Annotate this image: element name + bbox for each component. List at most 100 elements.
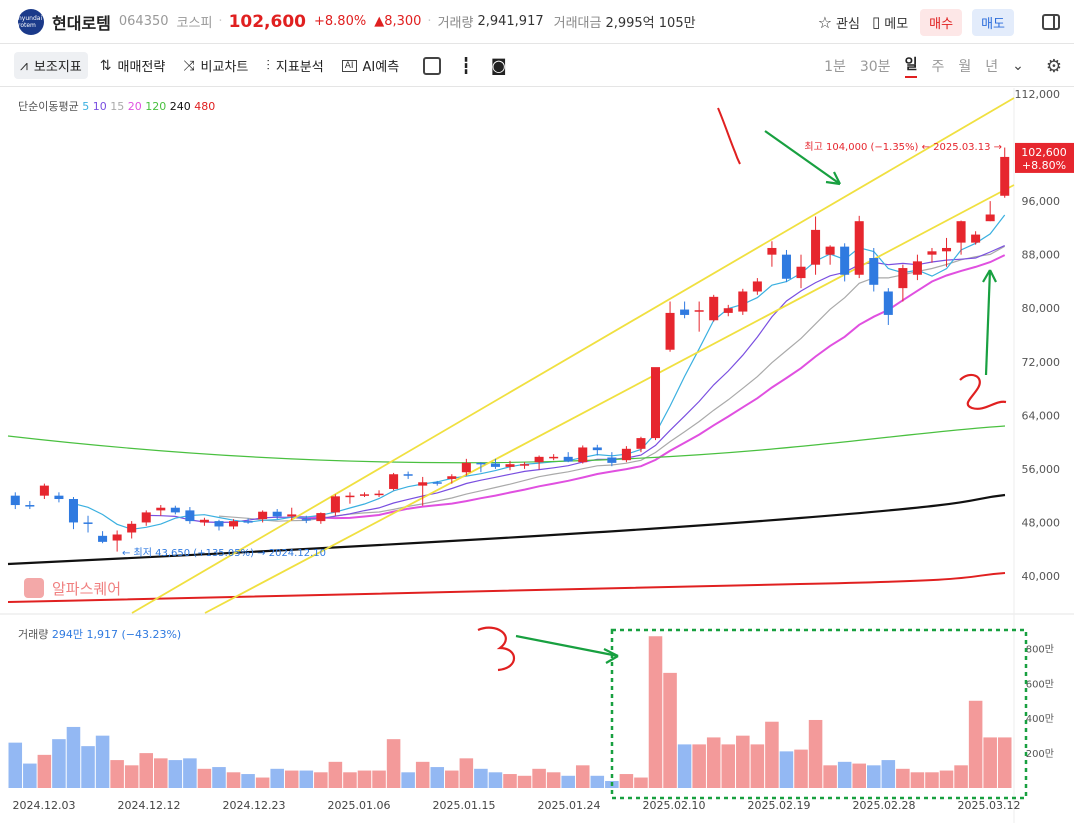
candle-body (345, 495, 355, 498)
separator-dot: · (427, 14, 432, 29)
candle-body (258, 511, 268, 520)
period-30min[interactable]: 30분 (859, 59, 891, 75)
volume-bar (124, 765, 139, 788)
x-tick-label: 2025.02.28 (853, 799, 916, 812)
volume-bar (299, 770, 314, 788)
volume-bar (154, 758, 168, 788)
volume-bar (328, 761, 343, 788)
x-tick-label: 2025.01.24 (538, 799, 601, 812)
candle-body (825, 246, 835, 255)
arrow-green-3 (515, 634, 619, 658)
watermark: 알파스퀘어 (52, 580, 121, 598)
candle-body (563, 456, 573, 462)
candle-body (112, 534, 122, 541)
buy-button[interactable]: 매수 (920, 8, 963, 36)
square-tool-icon[interactable] (423, 56, 442, 75)
price-chart[interactable]: 112,000104,00096,00088,00080,00072,00064… (0, 88, 1074, 823)
period-month[interactable]: 월 (958, 59, 972, 75)
volume-bar (255, 777, 270, 788)
volume-bar (823, 765, 837, 788)
candle-body (956, 221, 966, 243)
candle-body (840, 246, 850, 275)
candle-body (752, 281, 762, 292)
high-annotation: 최고 104,000 (−1.35%) ← 2025.03.13 → (804, 141, 1002, 153)
logo-text: hyundai rotem (18, 14, 43, 29)
candle-body (229, 521, 239, 527)
indicator-button[interactable]: ⩘ 보조지표 (14, 52, 88, 79)
camera-icon[interactable]: ◙ (490, 56, 507, 75)
ma10-line (146, 245, 1005, 524)
arrow-head-1 (825, 171, 841, 186)
y-tick-label: 72,000 (1022, 356, 1061, 369)
candle-body (39, 485, 49, 496)
x-tick-label: 2024.12.12 (118, 799, 181, 812)
volume-bar (241, 774, 255, 788)
candle-type-icon[interactable]: ┇ (461, 56, 471, 75)
side-panel-icon[interactable] (1042, 14, 1060, 30)
volume-bar (634, 777, 648, 788)
period-day[interactable]: 일 (904, 54, 918, 78)
volume-bar (939, 770, 954, 788)
volume-bar (459, 758, 474, 788)
volume-bar (386, 739, 401, 788)
volume-bar (139, 753, 154, 788)
period-year[interactable]: 년 (985, 59, 999, 75)
volume-bar (619, 774, 634, 788)
strategy-icon: ⇅ (99, 57, 112, 74)
volume-bar (866, 765, 881, 788)
volume-bar (430, 767, 445, 788)
handwritten-mark-1 (717, 107, 741, 165)
candle-body (883, 291, 893, 315)
ma5-line (73, 214, 1006, 530)
gear-icon[interactable]: ⚙ (1045, 55, 1062, 77)
volume-bar (546, 772, 561, 788)
period-selector: 1분 30분 일 주 월 년 ⌄ ⚙ (810, 45, 1074, 87)
candle-body (621, 448, 631, 461)
candle-body (374, 493, 384, 496)
favorite-button[interactable]: ☆ 관심 (818, 13, 860, 32)
arrow-head-3 (603, 648, 619, 664)
ai-chip-icon: AI (341, 59, 357, 72)
strategy-button[interactable]: ⇅ 매매전략 (94, 52, 172, 79)
memo-button[interactable]: ▯ 메모 (872, 13, 908, 32)
volume-bar (66, 726, 81, 788)
candle-body (680, 309, 690, 315)
change-pct: +8.80% (314, 14, 367, 29)
volume-bar (37, 754, 52, 788)
candle-body (156, 507, 166, 511)
candle-body (447, 476, 457, 479)
volume-bar (561, 775, 575, 788)
candle-body (709, 296, 719, 321)
volume-bar (575, 765, 590, 788)
y-tick-label: 88,000 (1022, 249, 1061, 262)
ma20-line (291, 254, 1006, 520)
sell-button[interactable]: 매도 (972, 8, 1014, 36)
volume-bar (401, 772, 415, 788)
chevron-down-icon[interactable]: ⌄ (1012, 58, 1024, 74)
candle-body (796, 266, 806, 279)
candle-body (68, 499, 78, 523)
volume-bar (474, 768, 488, 788)
ai-predict-button[interactable]: AI AI예측 (336, 52, 405, 79)
analysis-button[interactable]: ⫶ 지표분석 (260, 52, 329, 79)
y-tick-label: 64,000 (1022, 409, 1061, 422)
compare-button[interactable]: ⤨ 비교차트 (177, 52, 254, 79)
arrow-green-1 (764, 130, 841, 185)
candle-body (476, 462, 486, 465)
volume-bar (910, 772, 925, 788)
candle-body (403, 474, 413, 476)
volume-highlight-box (610, 628, 1028, 800)
volume-legend: 거래량 294만 1,917 (−43.23%) (18, 628, 181, 641)
volume-bar (881, 760, 896, 788)
candle-body (811, 229, 821, 265)
volume-bar (81, 746, 95, 788)
volume-tick-label: 400만 (1026, 713, 1054, 725)
volume-bar (663, 672, 677, 788)
period-week[interactable]: 주 (931, 59, 945, 75)
period-1min[interactable]: 1분 (824, 59, 846, 75)
volume-tick-label: 200만 (1026, 748, 1054, 760)
volume-bar (997, 737, 1012, 788)
compare-icon: ⤨ (183, 57, 195, 74)
candle-body (316, 513, 326, 522)
ai-predict-label: AI예측 (362, 60, 400, 75)
